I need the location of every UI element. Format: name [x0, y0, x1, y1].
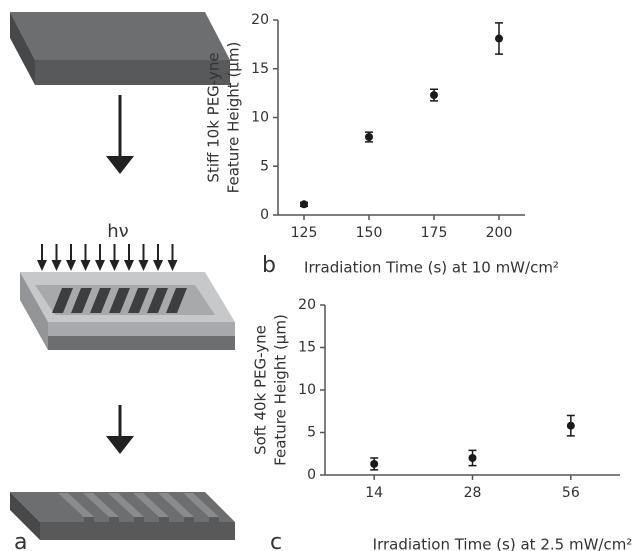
slab-side [10, 12, 35, 85]
y-tick-label: 10 [298, 382, 316, 398]
stripe [71, 288, 92, 313]
light-label: hν [107, 221, 128, 242]
ray-head [167, 260, 178, 271]
stripe [147, 288, 168, 313]
y-axis-label: Soft 40k PEG-yne [252, 325, 270, 455]
panel-label: a [14, 530, 27, 551]
ridge-front [84, 517, 94, 527]
slab-top [10, 12, 230, 60]
data-point [495, 34, 503, 43]
y-axis-label: Feature Height (µm) [272, 314, 290, 466]
panel-label: b [262, 253, 276, 278]
y-tick-label: 15 [298, 340, 316, 356]
y-tick-label: 20 [251, 12, 269, 28]
ray-head [37, 260, 47, 271]
x-tick-label: 200 [486, 225, 513, 241]
y-axis-label: Stiff 10k PEG-yne [205, 52, 223, 182]
ray-head [80, 260, 91, 271]
arrow-head [106, 156, 134, 174]
x-tick-label: 150 [356, 225, 383, 241]
ray-head [124, 260, 134, 271]
data-point [370, 459, 379, 468]
mask-side [20, 272, 48, 350]
ridge-front [184, 517, 194, 527]
ray-head [51, 260, 62, 271]
mask-stripes [52, 288, 187, 313]
stripe [109, 288, 130, 313]
x-tick-label: 14 [365, 485, 383, 501]
slab-front [35, 60, 230, 85]
ray-head [95, 260, 105, 271]
ridge-top [133, 493, 169, 517]
ridge-front [159, 517, 169, 527]
ridges [58, 493, 219, 527]
y-axis-label: Feature Height (µm) [225, 42, 243, 194]
ridge-front [209, 517, 219, 527]
ridge-front [134, 517, 144, 527]
y-tick-label: 0 [307, 467, 316, 483]
ridge-front [109, 517, 119, 527]
stripe [52, 288, 73, 313]
ray-head [109, 260, 120, 271]
y-tick-label: 15 [251, 61, 269, 77]
ray-head [66, 260, 76, 271]
ray-head [138, 260, 149, 271]
schematic: hν a [10, 12, 235, 551]
light-rays [37, 244, 178, 271]
ridge-top [158, 493, 194, 517]
y-tick-label: 0 [260, 207, 269, 223]
chart: 0 5 10 15 20 Stiff 10k PEG-yne Feature Height … [205, 12, 559, 278]
base-side [10, 492, 40, 540]
mask-front [48, 322, 235, 336]
y-tick-label: 5 [260, 158, 269, 174]
ridge-top [58, 493, 94, 517]
data-point [300, 200, 308, 209]
x-tick-label: 28 [464, 485, 482, 501]
x-tick-label: 56 [562, 485, 580, 501]
ray-head [153, 260, 163, 271]
arrow-head [106, 436, 134, 454]
x-tick-label: 125 [291, 225, 318, 241]
x-axis-label: Irradiation Time (s) at 10 mW/cm² [304, 259, 559, 277]
stripe [90, 288, 111, 313]
y-tick-label: 10 [251, 110, 269, 126]
y-tick-label: 20 [298, 297, 316, 313]
data-point [468, 454, 477, 462]
ridge-top [83, 493, 119, 517]
y-tick-label: 5 [307, 425, 316, 441]
ridge-top [183, 493, 219, 517]
data-point [365, 133, 373, 141]
stripe [128, 288, 149, 313]
ridge-top [108, 493, 144, 517]
data-point [566, 421, 575, 430]
stripe [166, 288, 187, 313]
panel-label: c [270, 530, 282, 551]
x-axis-label: Irradiation Time (s) at 2.5 mW/cm² [373, 536, 633, 551]
gel-front [48, 336, 235, 350]
data-point [430, 91, 438, 100]
x-tick-label: 175 [421, 225, 448, 241]
chart: 0 5 10 15 20 Soft 40k PEG-yne Feature Height (… [252, 297, 633, 551]
